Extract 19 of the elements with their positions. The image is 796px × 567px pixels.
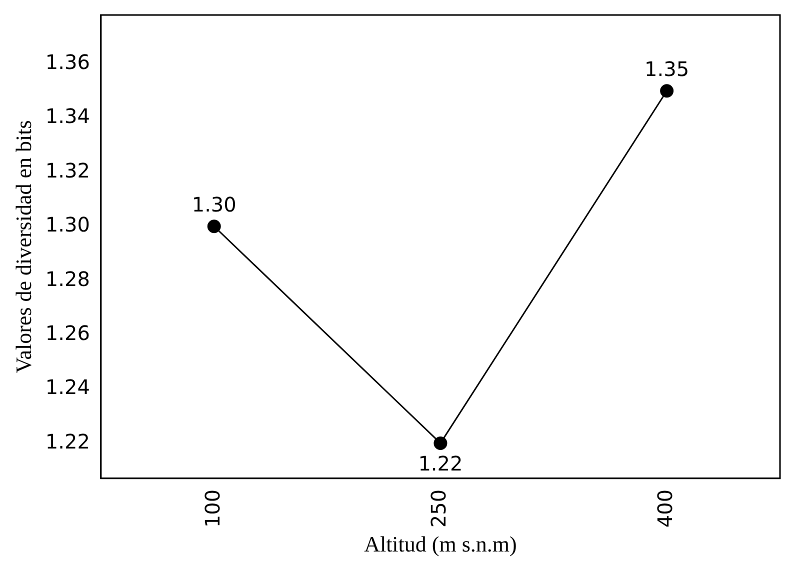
y-tick-label: 1.24 xyxy=(45,375,90,400)
point xyxy=(207,220,221,234)
y-tick-label: 1.32 xyxy=(45,158,90,182)
point xyxy=(660,84,674,98)
y-axis-title: Valores de diversidad en bits xyxy=(10,120,36,374)
y-tick-label: 1.30 xyxy=(45,212,90,237)
x-tick-label: 400 xyxy=(653,489,678,528)
data-label: 1.22 xyxy=(418,451,463,476)
x-tick-label: 250 xyxy=(426,489,451,528)
data-label: 1.35 xyxy=(644,57,690,82)
data-label: 1.30 xyxy=(192,192,236,217)
point xyxy=(434,436,448,450)
y-tick-label: 1.28 xyxy=(45,266,90,291)
y-tick-label: 1.26 xyxy=(45,320,90,345)
y-tick-label: 1.34 xyxy=(45,104,90,128)
x-axis-title: Altitud (m s.n.m) xyxy=(364,532,517,557)
y-tick-label: 1.22 xyxy=(45,429,90,454)
x-tick-label: 100 xyxy=(200,489,224,528)
y-tick-label: 1.36 xyxy=(45,50,90,74)
